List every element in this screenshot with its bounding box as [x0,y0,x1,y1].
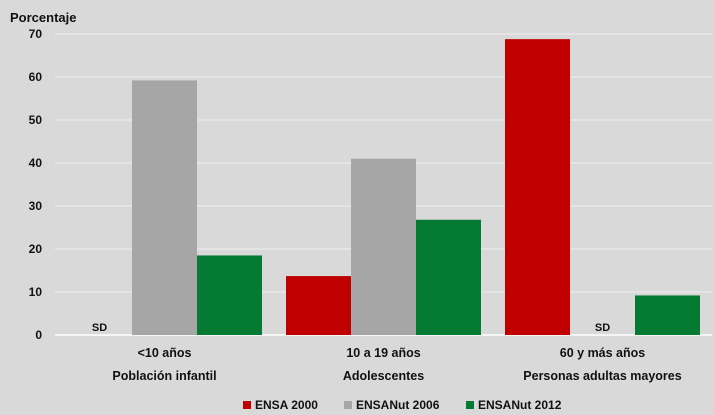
bar [197,255,262,335]
y-tick-label: 30 [29,199,43,213]
legend-label: ENSA 2000 [255,398,318,412]
x-tick-label: 10 a 19 años [346,346,420,360]
bar [416,219,481,335]
bars: SD SD [92,39,700,335]
bar [505,39,570,335]
y-tick-label: 70 [29,27,43,41]
bar [635,295,700,335]
bar [351,158,416,335]
y-tick-label: 0 [35,328,42,342]
x-tick-sublabel: Población infantil [112,369,216,383]
y-axis-label: Porcentaje [10,10,76,25]
legend-label: ENSANut 2012 [478,398,562,412]
legend-label: ENSANut 2006 [356,398,440,412]
x-tick-sublabel: Personas adultas mayores [523,369,681,383]
x-tick-label: <10 años [138,346,192,360]
bar [132,80,197,335]
bar [286,276,351,335]
y-tick-label: 60 [29,70,43,84]
x-tick-sublabel: Adolescentes [343,369,424,383]
y-tick-label: 40 [29,156,43,170]
y-tick-label: 50 [29,113,43,127]
x-axis-labels: <10 años Población infantil 10 a 19 años Ad… [112,346,681,383]
y-tick-label: 10 [29,285,43,299]
missing-data-label: SD [92,322,107,334]
missing-data-label: SD [595,322,610,334]
legend: ENSA 2000 ENSANut 2006 ENSANut 2012 [243,398,562,412]
legend-swatch [466,401,474,409]
y-tick-label: 20 [29,242,43,256]
x-tick-label: 60 y más años [560,346,646,360]
legend-swatch [344,401,352,409]
y-axis-ticks: 0 10 20 30 40 50 60 70 [29,27,43,342]
legend-swatch [243,401,251,409]
